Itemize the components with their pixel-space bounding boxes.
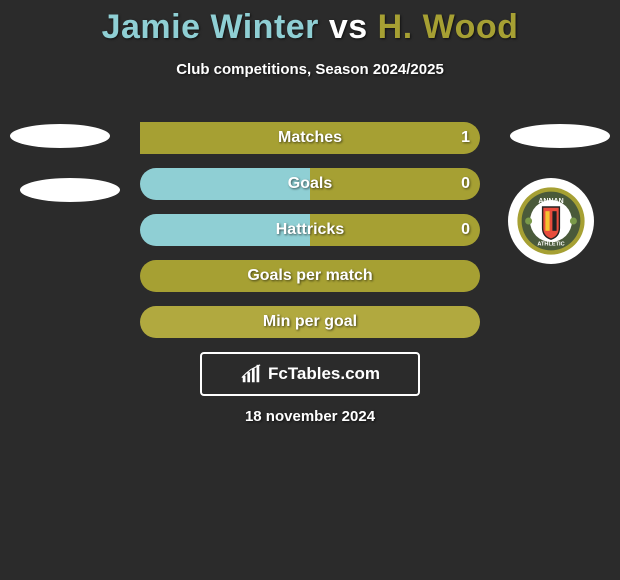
player2-name: H. Wood — [378, 8, 519, 46]
stat-row-goals-per-match: Goals per match — [140, 260, 480, 292]
player1-club-placeholder — [20, 178, 120, 202]
stat-row-matches: 1 Matches — [140, 122, 480, 154]
chart-icon — [240, 363, 262, 385]
branding-text: FcTables.com — [268, 364, 380, 384]
vs-text: vs — [329, 8, 368, 46]
comparison-title: Jamie Winter vs H. Wood — [0, 0, 620, 47]
player2-club-crest: ANNAN ATHLETIC — [508, 178, 594, 264]
stat-label: Hattricks — [276, 221, 344, 239]
stat-label: Min per goal — [263, 313, 357, 331]
stat-label: Matches — [278, 129, 342, 147]
branding-box: FcTables.com — [200, 352, 420, 396]
stat-fill-right — [310, 168, 480, 200]
svg-text:ANNAN: ANNAN — [538, 198, 563, 205]
annan-athletic-crest-icon: ANNAN ATHLETIC — [516, 186, 586, 256]
player1-name: Jamie Winter — [102, 8, 319, 46]
svg-text:ATHLETIC: ATHLETIC — [537, 242, 564, 248]
stat-label: Goals — [288, 175, 332, 193]
stat-value-right: 0 — [461, 175, 470, 193]
subtitle: Club competitions, Season 2024/2025 — [0, 61, 620, 78]
stat-row-hattricks: 0 Hattricks — [140, 214, 480, 246]
stat-label: Goals per match — [247, 267, 372, 285]
player1-avatar-placeholder — [10, 124, 110, 148]
stat-value-right: 0 — [461, 221, 470, 239]
stat-row-min-per-goal: Min per goal — [140, 306, 480, 338]
player2-avatar-placeholder — [510, 124, 610, 148]
stat-value-right: 1 — [461, 129, 470, 147]
stat-fill-left — [140, 168, 310, 200]
date-text: 18 november 2024 — [0, 408, 620, 425]
stats-container: 1 Matches 0 Goals 0 Hattricks Goals per match M… — [140, 122, 480, 352]
stat-row-goals: 0 Goals — [140, 168, 480, 200]
